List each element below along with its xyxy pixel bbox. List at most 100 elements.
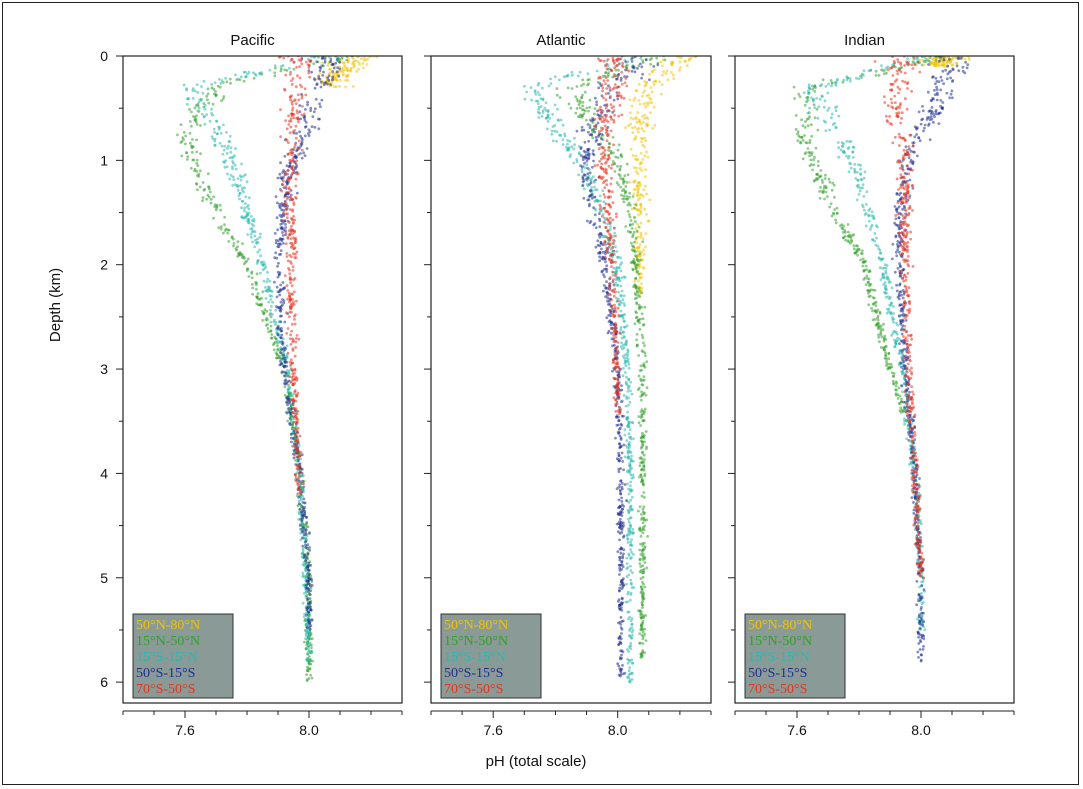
scatter-point (630, 488, 634, 492)
scatter-point (643, 627, 647, 631)
scatter-point (305, 608, 309, 612)
scatter-point (318, 71, 322, 75)
scatter-point (631, 633, 634, 637)
x-tick-label: 7.6 (483, 722, 503, 738)
scatter-point (629, 389, 632, 393)
scatter-point (625, 397, 629, 401)
scatter-point (642, 129, 646, 133)
scatter-point (626, 390, 630, 393)
scatter-point (609, 166, 613, 170)
scatter-point (619, 154, 623, 157)
scatter-point (620, 347, 624, 351)
scatter-point (270, 333, 274, 336)
scatter-point (287, 186, 291, 190)
scatter-point (644, 168, 648, 172)
scatter-point (300, 138, 304, 142)
scatter-point (296, 418, 300, 422)
scatter-point (642, 323, 645, 327)
scatter-point (307, 649, 311, 653)
scatter-point (620, 336, 624, 340)
scatter-point (643, 633, 647, 636)
scatter-point (613, 274, 617, 277)
scatter-point (640, 312, 644, 316)
scatter-point (619, 269, 623, 273)
scatter-point (616, 386, 620, 389)
scatter-point (888, 297, 891, 301)
scatter-point (617, 485, 621, 489)
scatter-point (641, 364, 645, 367)
scatter-point (285, 216, 289, 220)
scatter-point (609, 320, 613, 324)
scatter-point (617, 183, 620, 187)
scatter-point (196, 164, 200, 168)
scatter-point (282, 286, 286, 290)
scatter-point (822, 186, 826, 190)
scatter-point (878, 248, 882, 252)
scatter-point (630, 550, 633, 554)
scatter-point (290, 153, 294, 157)
scatter-point (626, 360, 630, 364)
scatter-point (276, 348, 280, 352)
scatter-point (801, 139, 805, 142)
scatter-point (607, 196, 610, 200)
scatter-point (616, 75, 620, 78)
scatter-point (302, 592, 306, 595)
scatter-point (635, 343, 639, 347)
scatter-point (328, 67, 332, 71)
scatter-point (884, 354, 888, 358)
scatter-point (620, 627, 624, 631)
scatter-point (616, 64, 619, 67)
scatter-point (296, 118, 300, 121)
scatter-point (630, 104, 634, 108)
scatter-point (637, 64, 641, 68)
scatter-point (588, 221, 592, 225)
scatter-point (219, 131, 223, 135)
scatter-point (187, 97, 191, 101)
scatter-point (212, 195, 216, 199)
scatter-point (942, 65, 946, 68)
scatter-point (225, 152, 229, 155)
scatter-point (550, 132, 554, 136)
scatter-point (636, 270, 639, 273)
scatter-point (611, 358, 615, 362)
scatter-point (611, 136, 615, 139)
scatter-point (290, 166, 294, 170)
scatter-point (643, 585, 647, 589)
scatter-point (301, 479, 304, 483)
scatter-point (346, 66, 349, 70)
scatter-point (251, 240, 255, 244)
scatter-point (641, 531, 645, 535)
scatter-point (251, 286, 255, 290)
scatter-point (290, 255, 293, 259)
scatter-point (625, 162, 629, 166)
scatter-point (365, 63, 369, 66)
scatter-point (611, 234, 615, 238)
scatter-point (282, 228, 286, 232)
scatter-point (182, 83, 186, 87)
scatter-point (625, 444, 628, 448)
scatter-point (294, 412, 298, 416)
legend-entry: 70°S-50°S (136, 682, 195, 697)
scatter-point (626, 657, 629, 661)
scatter-point (623, 428, 627, 431)
scatter-point (615, 358, 619, 361)
scatter-point (597, 147, 601, 151)
scatter-point (859, 167, 862, 171)
scatter-point (197, 174, 201, 178)
scatter-point (652, 65, 656, 68)
scatter-point (605, 270, 609, 273)
scatter-point (643, 419, 646, 422)
scatter-point (580, 170, 584, 174)
scatter-point (284, 226, 288, 229)
scatter-point (642, 528, 646, 532)
scatter-point (186, 102, 189, 106)
scatter-point (267, 330, 270, 334)
scatter-point (606, 210, 610, 214)
scatter-point (265, 280, 269, 284)
scatter-point (627, 520, 631, 524)
scatter-point (635, 170, 638, 174)
scatter-point (297, 502, 301, 506)
scatter-point (561, 138, 565, 142)
scatter-point (299, 134, 302, 138)
scatter-point (620, 487, 624, 491)
